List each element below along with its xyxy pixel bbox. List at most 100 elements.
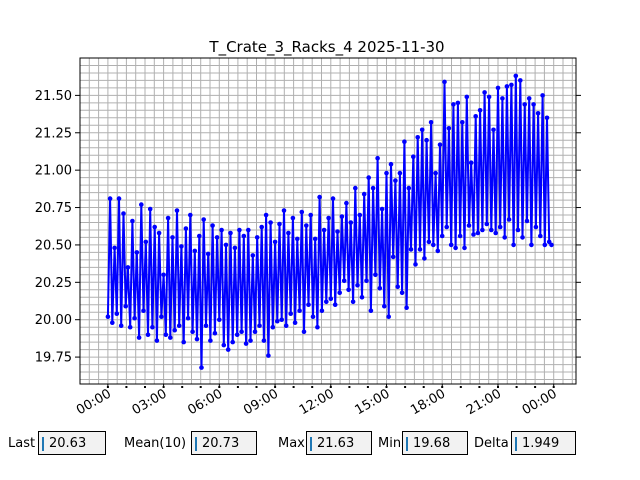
data-point: [152, 224, 157, 230]
x-minor-tick: [218, 386, 221, 388]
x-tick-label: 15:00: [353, 386, 393, 418]
data-point: [337, 290, 343, 296]
data-point: [497, 224, 503, 230]
data-point: [118, 323, 124, 329]
data-point: [321, 227, 327, 233]
data-point: [185, 315, 191, 321]
data-point: [281, 208, 287, 213]
data-point: [252, 329, 258, 335]
x-minor-tick: [292, 386, 295, 388]
data-point: [170, 235, 175, 240]
data-point: [431, 242, 436, 248]
data-point: [366, 175, 372, 180]
data-point: [112, 245, 117, 251]
y-tick-label: 21.25: [35, 126, 72, 141]
x-minor-tick: [236, 386, 239, 388]
y-tick-label: 19.75: [35, 351, 72, 366]
data-point: [489, 227, 494, 233]
y-tick-label: 21.00: [35, 164, 72, 179]
data-point: [208, 338, 213, 343]
data-point: [188, 212, 193, 218]
x-minor-tick: [311, 386, 314, 388]
data-point: [419, 127, 425, 133]
data-point: [439, 233, 445, 239]
x-minor-tick: [552, 386, 555, 388]
series-path: [106, 74, 553, 369]
data-point: [344, 200, 349, 206]
data-point: [397, 170, 403, 176]
data-point: [257, 323, 262, 329]
data-point: [460, 120, 465, 125]
stat-mean-field[interactable]: 20.73: [191, 431, 257, 455]
data-point: [199, 365, 204, 370]
data-point: [364, 278, 369, 284]
data-point: [141, 308, 146, 314]
data-point: [279, 317, 285, 323]
data-point: [221, 342, 227, 348]
data-point: [428, 120, 434, 125]
x-minor-tick: [366, 386, 369, 388]
data-point: [346, 287, 351, 293]
data-point: [263, 212, 269, 218]
x-minor-tick: [274, 386, 277, 388]
data-point: [194, 336, 200, 342]
data-point: [464, 94, 470, 100]
series-line: [105, 73, 554, 370]
x-tick-label: 00:00: [520, 386, 560, 418]
data-point: [246, 227, 251, 233]
data-point: [147, 206, 153, 212]
data-point: [210, 223, 215, 228]
data-point: [377, 286, 383, 291]
data-point: [156, 230, 162, 236]
data-point: [134, 250, 140, 255]
data-point: [239, 329, 244, 335]
data-point: [225, 347, 231, 352]
data-point: [462, 245, 467, 251]
data-point: [283, 323, 289, 329]
data-point: [335, 229, 340, 234]
data-point: [319, 308, 325, 314]
x-minor-tick: [497, 386, 499, 388]
data-point: [237, 227, 242, 233]
y-tick-label: 20.25: [35, 276, 72, 291]
data-point: [172, 327, 177, 333]
data-point: [513, 73, 519, 79]
stat-delta-field[interactable]: 1.949: [511, 431, 576, 455]
data-point: [176, 323, 182, 329]
data-point: [197, 233, 202, 239]
data-point: [259, 224, 265, 230]
stat-delta-label: Delta: [474, 436, 509, 451]
y-axis: 19.75 20.00 20.25 20.50 20.75 21.00 21.25 21.50: [35, 89, 581, 366]
data-point: [471, 232, 476, 237]
data-point: [411, 154, 416, 159]
text-cursor-icon: [195, 437, 197, 451]
stat-max-field[interactable]: 21.63: [306, 431, 372, 455]
y-tick-label: 21.50: [35, 89, 72, 104]
data-point: [174, 208, 180, 213]
y-tick-label: 20.75: [35, 201, 72, 216]
data-point: [482, 90, 487, 95]
data-point: [301, 329, 307, 335]
data-point: [357, 212, 363, 218]
x-minor-tick: [534, 386, 537, 388]
data-point: [116, 196, 122, 201]
stat-min-field[interactable]: 19.68: [402, 431, 468, 455]
data-point: [384, 170, 389, 176]
data-point: [110, 320, 115, 326]
data-point: [203, 323, 209, 329]
data-point: [442, 79, 447, 85]
data-point: [163, 332, 169, 338]
x-minor-tick: [329, 386, 332, 388]
data-point: [475, 230, 481, 236]
stat-last-field[interactable]: 20.63: [38, 431, 106, 455]
data-point: [495, 85, 501, 91]
data-point: [538, 233, 543, 239]
stat-last-label: Last: [8, 436, 36, 451]
data-point: [417, 247, 423, 252]
data-point: [424, 137, 429, 143]
data-point: [159, 314, 164, 320]
data-point: [168, 335, 173, 340]
x-minor-tick: [199, 386, 202, 388]
data-point: [540, 93, 545, 98]
